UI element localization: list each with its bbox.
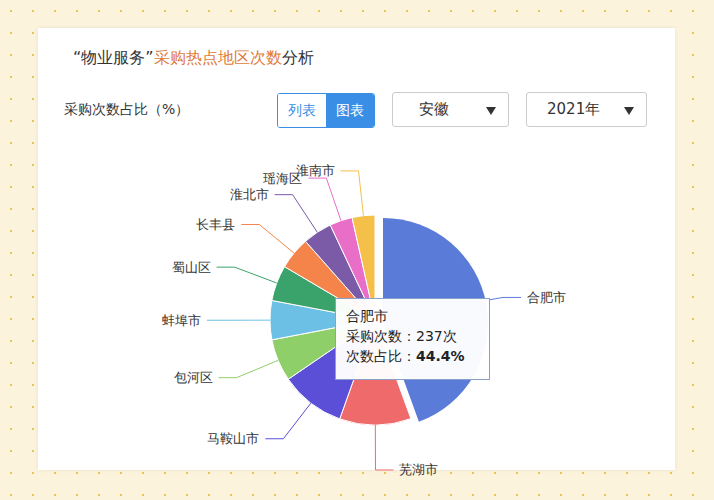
svg-text:长丰县: 长丰县	[196, 217, 235, 232]
html-text:2021年: 2021年	[547, 100, 601, 118]
html-text:安徽: 安徽	[419, 100, 449, 118]
svg-text:马鞍山市: 马鞍山市	[207, 431, 259, 446]
svg-text:包河区: 包河区	[174, 370, 213, 385]
html-text:“物业服务”采购热点地区次数分析: “物业服务”采购热点地区次数分析	[73, 48, 314, 67]
svg-text:瑶海区: 瑶海区	[263, 170, 303, 186]
svg-text:合肥市: 合肥市	[527, 290, 566, 305]
html-text:次数占比：44.4%: 次数占比：44.4%	[346, 348, 465, 364]
html-text:图表: 图表	[336, 102, 364, 118]
svg-text:芜湖市: 芜湖市	[399, 462, 438, 477]
svg-text:蚌埠市: 蚌埠市	[162, 313, 201, 328]
html-text:采购次数占比（%）: 采购次数占比（%）	[64, 101, 190, 117]
svg-text:淮北市: 淮北市	[230, 187, 269, 202]
svg-text:蜀山区: 蜀山区	[172, 260, 211, 275]
html-text:列表: 列表	[288, 102, 316, 118]
html-text:合肥市: 合肥市	[346, 308, 388, 324]
svg-text:淮南市: 淮南市	[296, 163, 335, 178]
html-text:采购次数：237次: 采购次数：237次	[346, 328, 457, 344]
